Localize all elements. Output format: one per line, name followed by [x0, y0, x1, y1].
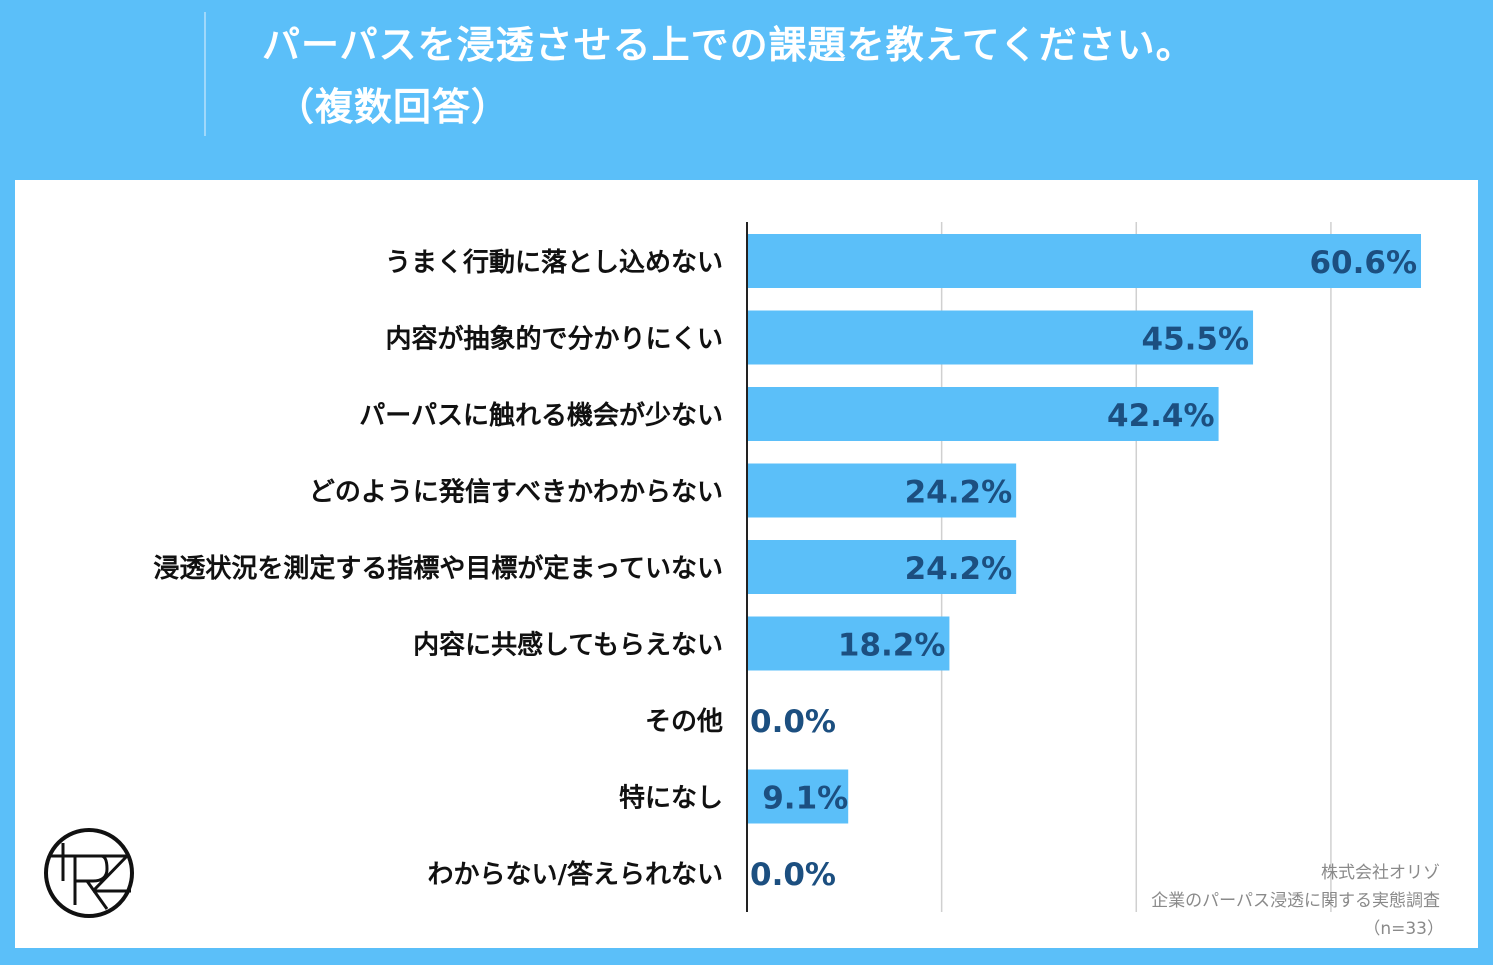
category-label: 内容が抽象的で分かりにくい [386, 324, 723, 355]
data-label: 45.5% [1142, 322, 1250, 358]
category-label: 浸透状況を測定する指標や目標が定まっていない [153, 553, 723, 584]
header-divider [204, 12, 206, 136]
category-label: どのように発信すべきかわからない [309, 478, 723, 508]
title-line-1: パーパスを浸透させる上での課題を教えてください。 [262, 23, 1195, 67]
data-label: 18.2% [838, 628, 946, 664]
bar [747, 463, 1017, 518]
category-label: 内容に共感してもらえない [413, 630, 723, 661]
data-label: 0.0% [750, 857, 836, 893]
source-company: 株式会社オリゾ [1321, 863, 1440, 883]
chart-title: パーパスを浸透させる上での課題を教えてください。 （複数回答） [262, 14, 1195, 138]
data-label: 60.6% [1309, 245, 1417, 281]
company-logo [44, 828, 134, 918]
chart-card: うまく行動に落とし込めない 60.6% 内容が抽象的で分かりにくい 45.5% パーパス… [15, 180, 1478, 948]
bar-chart: うまく行動に落とし込めない 60.6% 内容が抽象的で分かりにくい 45.5% パーパス… [153, 222, 1421, 912]
category-label: わからない/答えられない [428, 859, 724, 890]
bar [747, 540, 1017, 594]
bar [747, 769, 849, 824]
category-label: その他 [645, 707, 723, 737]
category-label: 特になし [619, 783, 723, 814]
bar [747, 387, 1219, 441]
data-label: 24.2% [905, 551, 1013, 587]
bar [747, 234, 1421, 288]
source-sample: （n=33） [1363, 919, 1444, 939]
bar [747, 310, 1254, 365]
data-label: 0.0% [750, 704, 836, 740]
title-line-2: （複数回答） [276, 85, 511, 129]
category-label: うまく行動に落とし込めない [385, 247, 723, 278]
bar [747, 616, 950, 671]
data-label: 24.2% [905, 475, 1013, 511]
category-label: パーパスに触れる機会が少ない [359, 400, 723, 431]
data-label: 42.4% [1107, 398, 1215, 434]
source-survey: 企業のパーパス浸透に関する実態調査 [1151, 891, 1440, 911]
data-label: 9.1% [762, 781, 848, 817]
